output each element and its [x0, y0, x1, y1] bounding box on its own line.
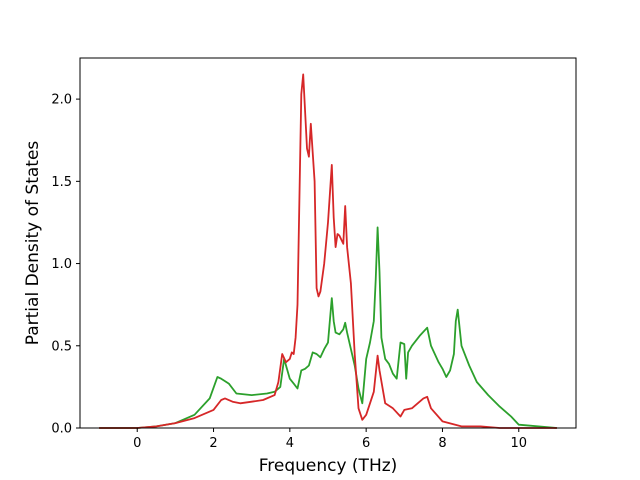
- x-tick-label: 6: [362, 436, 370, 451]
- y-axis-ticks: 0.0 0.5 1.0 1.5 2.0: [51, 93, 80, 437]
- y-tick-label: 1.0: [51, 257, 72, 272]
- y-tick-label: 0.0: [51, 422, 72, 437]
- y-tick-label: 0.5: [51, 339, 72, 354]
- x-tick-label: 2: [209, 436, 217, 451]
- y-axis-label: Partial Density of States: [23, 141, 43, 346]
- x-tick-label: 4: [286, 436, 294, 451]
- x-axis-ticks: 0 2 4 6 8 10: [133, 428, 527, 451]
- series-line-0: [99, 226, 557, 429]
- y-tick-label: 2.0: [51, 93, 72, 108]
- plot-frame: [79, 57, 577, 429]
- x-tick-label: 0: [133, 436, 141, 451]
- x-tick-label: 8: [438, 436, 446, 451]
- x-tick-label: 10: [510, 436, 527, 451]
- y-tick-label: 1.5: [51, 175, 72, 190]
- x-axis-label: Frequency (THz): [259, 456, 398, 476]
- series-layer: [99, 73, 557, 429]
- series-line-1: [99, 73, 557, 429]
